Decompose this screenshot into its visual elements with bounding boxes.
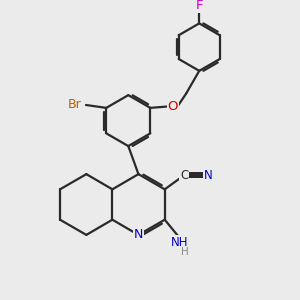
Text: F: F	[196, 0, 203, 12]
Text: Br: Br	[68, 98, 82, 112]
Text: H: H	[181, 247, 189, 256]
Text: O: O	[168, 100, 178, 113]
Text: NH: NH	[170, 236, 188, 249]
Text: C: C	[180, 169, 188, 182]
Text: N: N	[134, 228, 143, 242]
Text: N: N	[204, 169, 213, 182]
